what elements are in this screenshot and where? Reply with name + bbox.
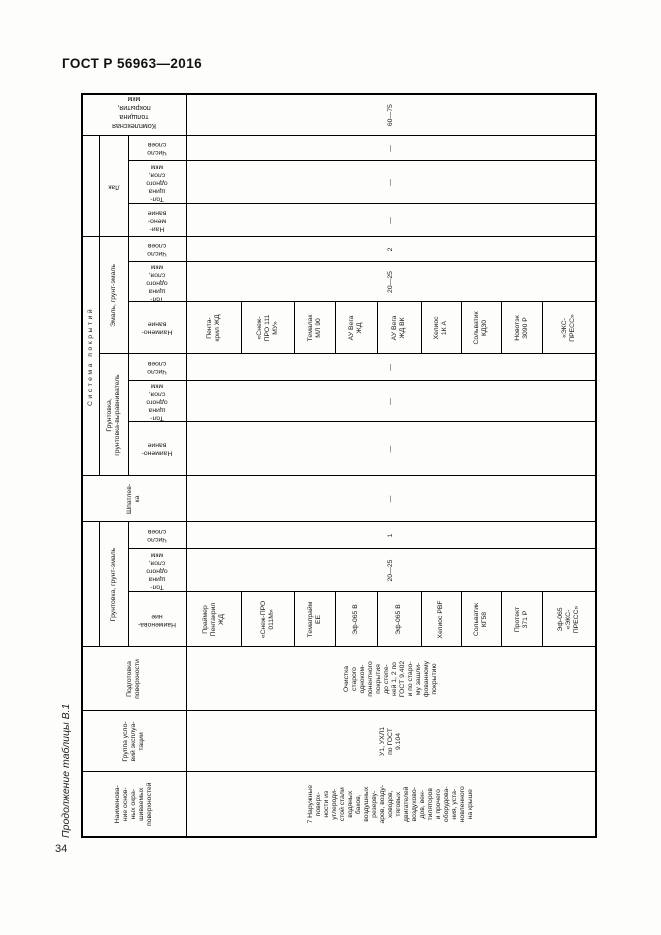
- cell-primer-name-4: Эф-065 В: [335, 592, 377, 647]
- cell-enamel-thickness: 20—25: [186, 261, 596, 302]
- subheader-varnish-name: Наи- мено- вание: [128, 203, 186, 237]
- cell-enamel-name-8: Новотэк 3090 Р: [501, 301, 542, 354]
- empty-header-cell: [82, 135, 99, 237]
- cell-varnish-layers: —: [186, 135, 596, 161]
- cell-primer-name-7: Сольватик КГ58: [461, 592, 501, 647]
- cell-primer-name-2: «Снеж-ПРО 011М»: [241, 592, 294, 647]
- cell-enamel-layers: 2: [186, 236, 596, 262]
- cell-primer-name-3: Темапрайм ЕЕ: [294, 592, 335, 647]
- page-number: 34: [55, 843, 68, 855]
- header-total-thickness: Комплексная толщина покрытия, мкм: [82, 93, 186, 136]
- subheader-primer-thickness: Тол- щина одного слоя, мкм: [128, 549, 186, 592]
- cell-varnish-thickness: —: [186, 160, 596, 204]
- cell-surface-description: 7 Наружные поверх- ности из углероди- ст…: [186, 772, 596, 837]
- subheader-enamel-name: Наимено- вание: [128, 301, 186, 354]
- table-caption: Продолжение таблицы В.1: [60, 703, 72, 838]
- cell-primer-name-9: Эф-065 «ЭКС- ПРЕСС»: [542, 592, 596, 647]
- cell-leveling-name: —: [186, 421, 596, 476]
- cell-enamel-name-9: «ЭКС- ПРЕСС»: [542, 301, 596, 354]
- subheader-leveling-thickness: Тол- щина одного слоя, мкм: [128, 380, 186, 422]
- subheader-varnish-thickness: Тол- щина одного слоя, мкм: [128, 160, 186, 204]
- header-surface: Наименова- ние основ- ных окра- шиваемых…: [82, 772, 186, 837]
- header-coating-system: Система покрытий: [82, 236, 99, 476]
- cell-primer-layers: 1: [186, 521, 596, 549]
- cell-enamel-name-7: Сольватик КД30: [461, 301, 501, 354]
- subheader-enamel-layers: Число слоев: [128, 236, 186, 262]
- subheader-varnish-layers: Число слоев: [128, 135, 186, 161]
- cell-enamel-name-4: АУ Вега ЖД: [335, 301, 377, 354]
- cell-varnish-name: —: [186, 203, 596, 237]
- table-row: 7 Наружные поверх- ности из углероди- ст…: [186, 93, 596, 837]
- subheader-enamel-thickness: Тол- щина одного слоя, мкм: [128, 261, 186, 302]
- cell-primer-thickness: 20—25: [186, 549, 596, 592]
- cell-surface-prep: Очистка старого одноком- понентного покр…: [186, 647, 596, 711]
- header-service-group: Группа усло- вий эксплуа- тации: [82, 711, 186, 772]
- header-total-thickness-label: Комплексная толщина покрытия, мкм: [111, 95, 156, 132]
- cell-putty: —: [186, 475, 596, 522]
- cell-leveling-layers: —: [186, 353, 596, 381]
- cell-enamel-name-6: Хелиос 1К А: [421, 301, 461, 354]
- header-surface-prep: Подготовка поверхности: [82, 647, 186, 711]
- cell-primer-name-6: Хелиос PBF: [421, 592, 461, 647]
- cell-enamel-name-2: «Снеж- ПРО 111 МУ»: [241, 301, 294, 354]
- header-group-varnish: Лак: [99, 135, 128, 237]
- header-varnish-label: Лак: [107, 183, 120, 191]
- subheader-leveling-layers: Число слоев: [128, 353, 186, 381]
- cell-service-group: У1, УХЛ1 по ГОСТ 9.104: [186, 711, 596, 772]
- cell-total-thickness: 60—75: [186, 93, 596, 136]
- header-putty: Шпатлев- ка: [82, 475, 186, 522]
- cell-primer-name-5: Эф-065 В: [377, 592, 421, 647]
- header-group-leveling-primer: Грунтовка, грунтовка-выравниватель: [99, 353, 128, 476]
- subheader-primer-name: Наименова- ние: [128, 592, 186, 647]
- cell-leveling-thickness: —: [186, 380, 596, 422]
- empty-header-cell: [82, 521, 99, 647]
- cell-enamel-name-3: Темалак МЛ 90: [294, 301, 335, 354]
- cell-primer-name-8: Протект 371 Р: [501, 592, 542, 647]
- coating-systems-table: Наименова- ние основ- ных окра- шиваемых…: [81, 92, 597, 838]
- rotated-table-container: Наименова- ние основ- ных окра- шиваемых…: [81, 92, 597, 838]
- header-group-enamel: Эмаль, грунт-эмаль: [99, 236, 128, 354]
- cell-primer-name-1: Праймер Пентакрил ЖД: [186, 592, 241, 647]
- subheader-primer-layers: Число слоев: [128, 521, 186, 549]
- cell-enamel-name-1: Пента- крил ЖД: [186, 301, 241, 354]
- subheader-leveling-name: Наимено- вание: [128, 421, 186, 476]
- document-standard-number: ГОСТ Р 56963—2016: [62, 56, 203, 71]
- header-group-primer: Грунтовка, грунт-эмаль: [99, 521, 128, 647]
- cell-enamel-name-5: АУ Вега ЖД ВК: [377, 301, 421, 354]
